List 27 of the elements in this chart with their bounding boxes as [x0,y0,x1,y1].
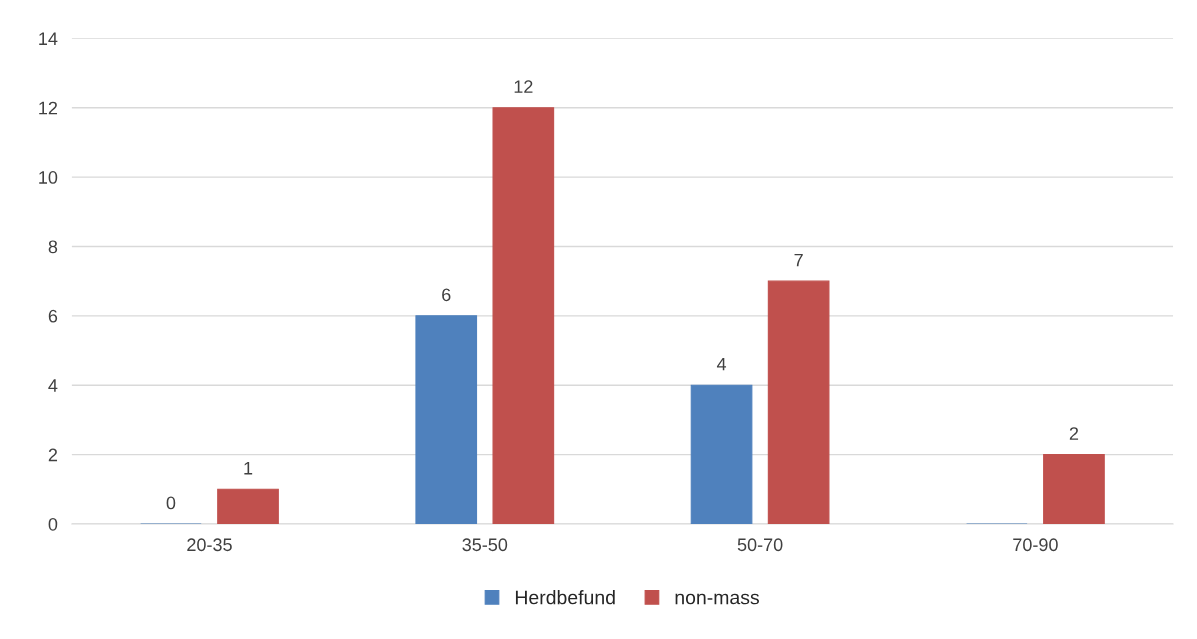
bar [767,280,830,524]
data-label: 0 [166,496,176,510]
x-tick-label: 20-35 [187,538,232,552]
x-tick-label: 50-70 [737,538,783,552]
data-label: 1 [244,462,253,475]
bar [690,384,753,524]
data-label: 2 [1069,427,1079,440]
y-tick-label: 14 [39,32,58,45]
y-tick-label: 10 [39,171,58,184]
bar [415,315,478,524]
y-tick-label: 2 [48,448,58,462]
bar [217,488,279,524]
y-tick-label: 12 [39,101,58,115]
y-tick-label: 8 [48,240,58,254]
x-tick-label: 70-90 [1013,538,1058,552]
data-label: 7 [794,253,803,267]
x-tick-label: 35-50 [462,538,508,552]
bar [1043,454,1105,524]
y-tick-label: 6 [48,309,58,323]
data-label: 6 [442,288,451,302]
y-tick-label: 0 [48,517,58,531]
legend-label: non-mass [675,593,759,605]
data-label: 4 [716,357,727,371]
y-tick-label: 4 [48,379,58,392]
bar [492,107,555,524]
data-label: 12 [514,80,533,93]
legend-label: Herdbefund [515,590,615,605]
